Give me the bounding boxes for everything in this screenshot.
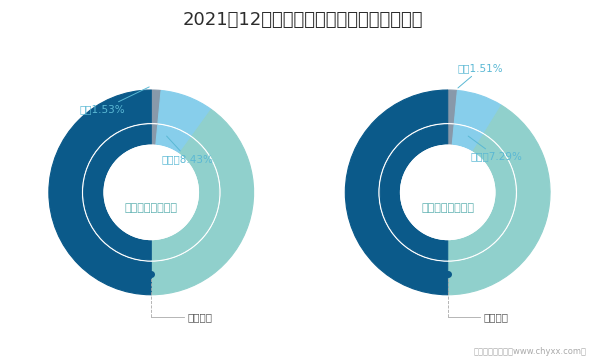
Text: 制图：智研咨询（www.chyxx.com）: 制图：智研咨询（www.chyxx.com） [474, 347, 587, 356]
Wedge shape [345, 90, 448, 295]
Wedge shape [155, 125, 191, 154]
Wedge shape [151, 125, 158, 146]
Wedge shape [380, 125, 448, 260]
Wedge shape [448, 135, 515, 260]
Text: 江西1.51%: 江西1.51% [458, 64, 503, 88]
Text: 上饶市7.29%: 上饶市7.29% [468, 136, 522, 162]
Text: 其他省市: 其他省市 [187, 312, 212, 322]
Wedge shape [151, 138, 219, 260]
Circle shape [401, 145, 495, 240]
Wedge shape [448, 125, 454, 146]
Wedge shape [151, 109, 253, 295]
Wedge shape [448, 105, 550, 295]
Circle shape [104, 145, 198, 240]
Text: 江西其他下辖地区: 江西其他下辖地区 [421, 203, 474, 213]
Wedge shape [448, 135, 515, 260]
Text: 上饶市8.43%: 上饶市8.43% [162, 136, 214, 164]
Wedge shape [83, 125, 151, 260]
Wedge shape [448, 90, 457, 123]
Wedge shape [452, 125, 483, 152]
Text: 2021年12月上饶市业务量及业务收入占比图: 2021年12月上饶市业务量及业务收入占比图 [182, 11, 423, 29]
Circle shape [104, 145, 198, 240]
Wedge shape [83, 125, 151, 260]
Circle shape [379, 124, 516, 261]
Wedge shape [454, 90, 502, 133]
Wedge shape [151, 125, 158, 146]
Wedge shape [452, 125, 483, 152]
Wedge shape [151, 90, 161, 123]
Wedge shape [151, 138, 219, 260]
Text: 江西1.53%: 江西1.53% [80, 87, 149, 115]
Circle shape [401, 145, 495, 240]
Wedge shape [380, 125, 448, 260]
Wedge shape [448, 125, 454, 146]
Circle shape [83, 124, 220, 261]
Wedge shape [49, 90, 151, 295]
Text: 其他省市: 其他省市 [483, 312, 509, 322]
Wedge shape [158, 90, 211, 136]
Text: 江西其他下辖地区: 江西其他下辖地区 [125, 203, 178, 213]
Wedge shape [155, 125, 191, 154]
